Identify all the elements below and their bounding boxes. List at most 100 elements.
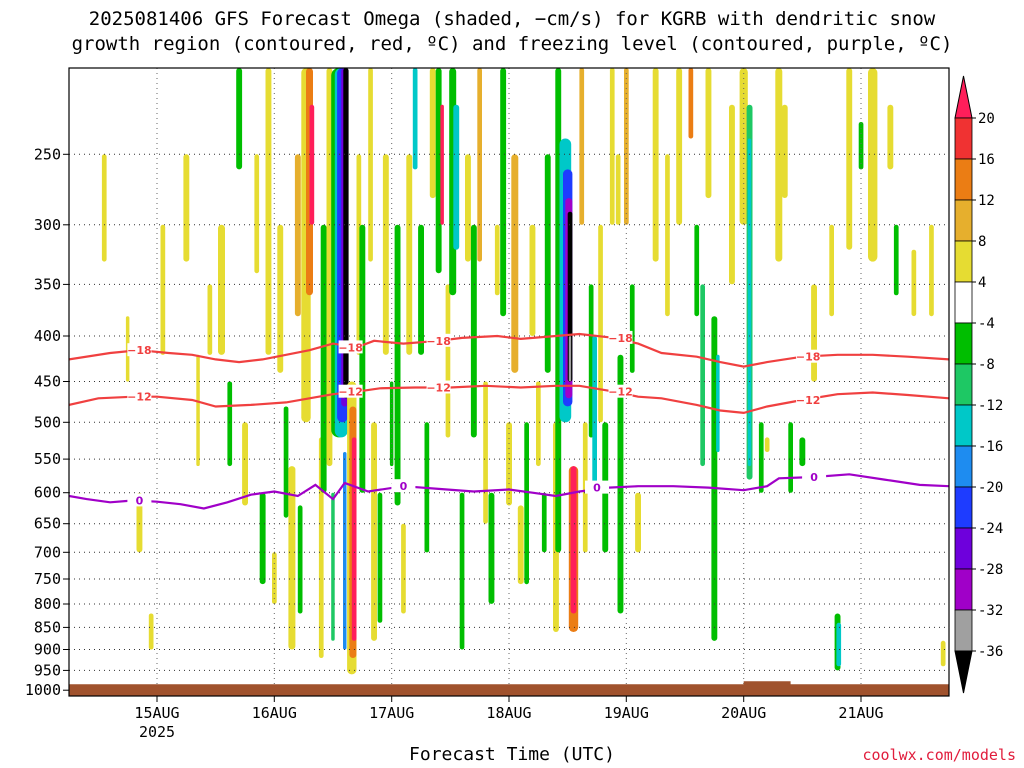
- omega-cell: [868, 68, 878, 262]
- omega-cell: [544, 154, 551, 373]
- y-tick-label: 450: [34, 373, 61, 391]
- chart-title-line-1: 2025081406 GFS Forecast Omega (shaded, −…: [88, 8, 936, 30]
- omega-cell: [624, 68, 629, 225]
- y-tick-label: 300: [34, 216, 61, 234]
- omega-cell: [477, 68, 482, 262]
- omega-cell: [445, 284, 451, 438]
- contour-label-bg: [127, 493, 152, 507]
- contour--12: [69, 384, 949, 415]
- y-tick-label: 800: [34, 595, 61, 613]
- colorbar-swatch: [954, 199, 973, 242]
- colorbar-swatch: [954, 281, 973, 324]
- omega-cell: [705, 68, 712, 199]
- contour-label: −12: [426, 382, 451, 395]
- omega-cell: [483, 381, 488, 524]
- omega-cell: [781, 104, 788, 198]
- contour-label-bg: [796, 349, 821, 363]
- omega-cell: [465, 154, 471, 262]
- contour-label: −12: [608, 386, 633, 399]
- contour-label-bg: [426, 380, 451, 394]
- omega-cell: [254, 154, 260, 274]
- contour-label-bg: [391, 479, 416, 493]
- x-tick-label: 19AUG: [604, 704, 649, 722]
- colorbar-label: -16: [978, 439, 1003, 455]
- omega-cell: [242, 422, 248, 506]
- omega-cell: [331, 492, 335, 641]
- colorbar-bottom-arrow: [954, 650, 973, 694]
- omega-cell: [829, 224, 834, 317]
- contour-label-bg: [127, 389, 152, 403]
- y-tick-label: 650: [34, 515, 61, 533]
- omega-cell: [711, 316, 718, 641]
- omega-cell: [500, 68, 507, 317]
- contour-lines: −18 −18 −18 −18 −18 −12 −12 −12 −12 −12 0 0 0 0: [69, 330, 949, 510]
- y-tick-label: 700: [34, 543, 61, 561]
- y-tick-label: 250: [34, 145, 61, 163]
- omega-cell: [716, 354, 720, 452]
- omega-cell: [160, 224, 166, 355]
- x-tick-label: 16AUG: [252, 704, 297, 722]
- colorbar-swatch: [954, 117, 973, 160]
- omega-cell: [429, 68, 436, 199]
- omega-cell: [283, 406, 289, 518]
- omega-cell: [775, 68, 783, 262]
- omega-cell: [764, 437, 770, 452]
- omega-cell: [529, 224, 536, 336]
- omega-cell: [470, 224, 477, 438]
- omega-cell: [570, 466, 577, 614]
- omega-cell: [788, 422, 793, 493]
- omega-cell: [343, 68, 349, 399]
- omega-cell: [277, 224, 284, 373]
- omega-cell: [836, 622, 842, 667]
- colorbar-label: 20: [978, 111, 995, 127]
- contour-label: 0: [136, 494, 144, 507]
- omega-cell: [615, 154, 621, 225]
- x-tick-sublabel: 2025: [139, 723, 175, 741]
- colorbar-label: -8: [978, 357, 995, 373]
- omega-cell: [494, 224, 500, 296]
- omega-cell: [700, 284, 705, 467]
- omega-cell: [665, 154, 670, 317]
- colorbar-swatch: [954, 486, 973, 529]
- omega-cell: [739, 68, 748, 225]
- omega-cell: [858, 122, 864, 170]
- contour-label: −18: [338, 341, 363, 354]
- omega-cell: [288, 466, 296, 650]
- y-axis: 250 300 350 400 450 500 550 600 650 700 750 800 850 9…: [25, 145, 69, 699]
- omega-cell: [893, 224, 899, 296]
- contour-label: −12: [127, 391, 152, 404]
- omega-cell: [676, 68, 683, 225]
- omega-cell: [320, 224, 327, 493]
- colorbar-label: 12: [978, 193, 995, 209]
- omega-cell: [412, 68, 418, 170]
- ground-surface: [69, 681, 949, 696]
- omega-cell: [136, 492, 143, 553]
- contour-label: 0: [593, 482, 601, 495]
- grid-lines: [69, 68, 949, 696]
- contour-label-bg: [338, 340, 363, 354]
- omega-cell: [207, 284, 213, 355]
- omega-cell: [401, 523, 406, 614]
- omega-cell: [517, 505, 524, 585]
- omega-cell: [846, 68, 853, 250]
- colorbar-label: -4: [978, 316, 995, 332]
- contour-label-bg: [802, 470, 827, 483]
- omega-cell: [326, 68, 333, 467]
- contour-label: −18: [796, 351, 821, 364]
- colorbar-swatch: [954, 445, 973, 488]
- omega-cell: [406, 154, 413, 355]
- colorbar: 20 16 12 8 4 -4 -8 -12 -16 -20 -24 -28 -32 -36: [954, 75, 1003, 694]
- omega-shading: [101, 68, 946, 675]
- colorbar-swatch: [954, 322, 973, 365]
- omega-cell: [265, 68, 272, 355]
- x-tick-label: 21AUG: [838, 704, 883, 722]
- omega-cell: [940, 640, 946, 667]
- omega-cell: [297, 505, 303, 614]
- contour-label: −18: [608, 332, 633, 345]
- contour-label: 0: [810, 471, 818, 484]
- credit-text: coolwx.com/models: [862, 746, 1016, 764]
- omega-cell: [148, 613, 154, 650]
- omega-cell: [536, 381, 541, 467]
- omega-cell: [101, 154, 107, 262]
